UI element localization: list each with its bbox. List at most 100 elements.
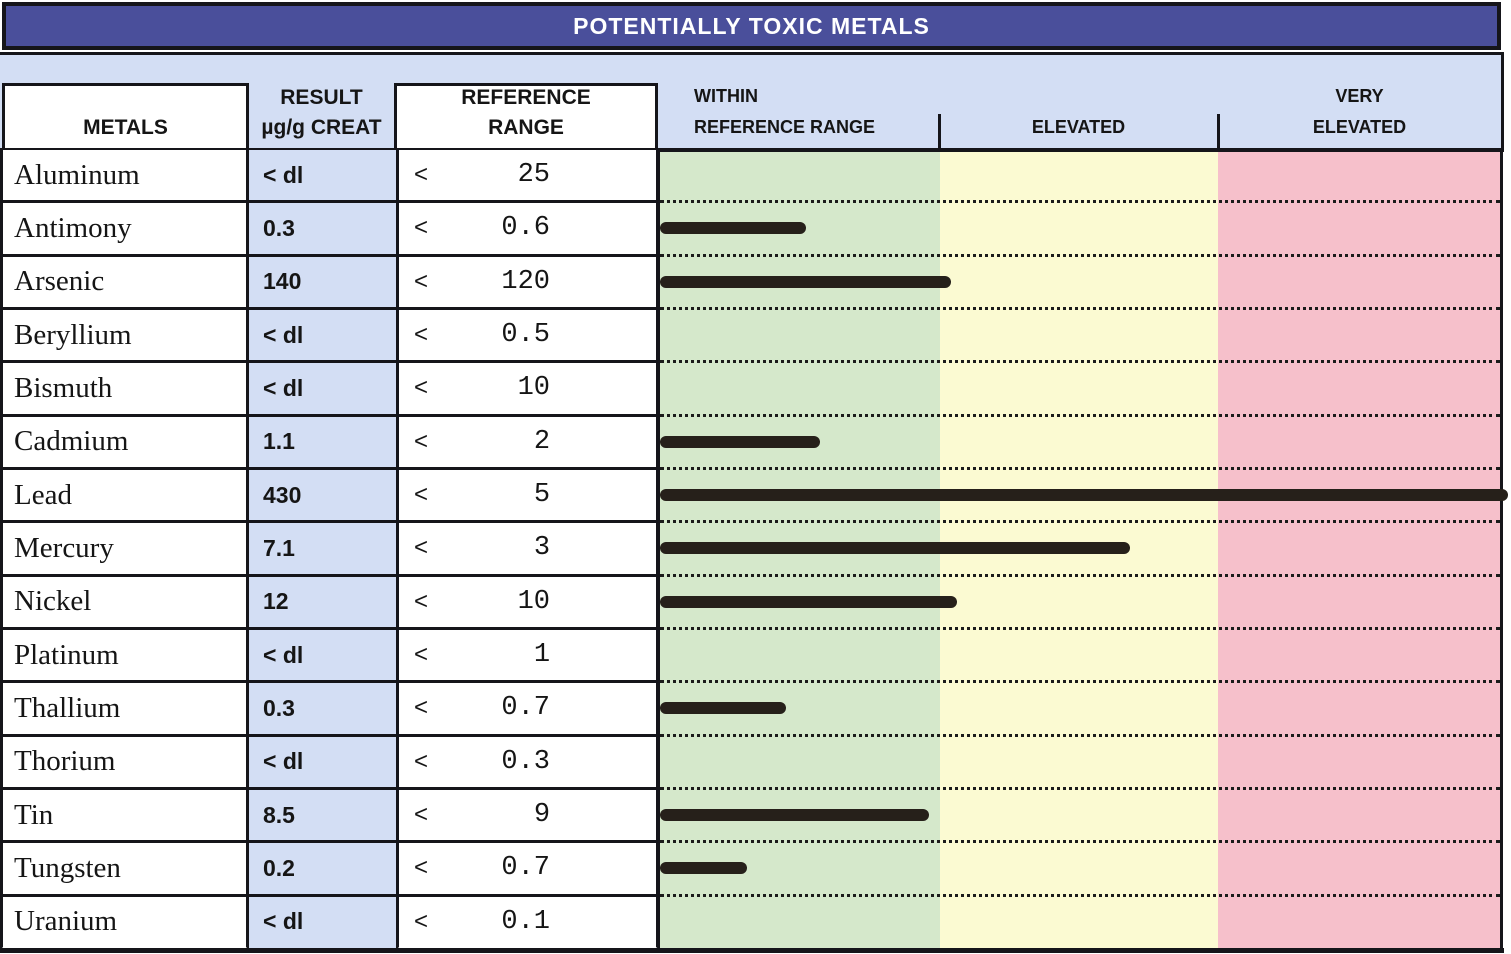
page-title: POTENTIALLY TOXIC METALS (573, 12, 930, 39)
reference-limit: 5 (533, 480, 551, 511)
result-value: < dl (249, 736, 396, 790)
table-row: Mercury 7.1 <3 (0, 523, 1511, 577)
chart-track (660, 470, 1508, 524)
result-bar (660, 489, 1508, 502)
reference-limit: 1 (533, 640, 551, 671)
reference-limit: 120 (501, 266, 551, 297)
reference-range: <2 (396, 416, 660, 470)
result-value: 8.5 (249, 789, 396, 844)
chart-track (660, 150, 1500, 204)
table-row: Antimony 0.3 <0.6 (0, 203, 1511, 257)
zone-header-elevated: ELEVATED (1031, 117, 1126, 137)
metal-name: Beryllium (0, 309, 249, 364)
table-row: Thorium < dl <0.3 (0, 736, 1511, 790)
result-value: < dl (249, 629, 396, 684)
result-value: < dl (249, 309, 396, 364)
chart-track (660, 523, 1500, 577)
less-than-sign: < (414, 907, 429, 935)
reference-range: <0.7 (396, 683, 660, 737)
chart-track (660, 310, 1500, 364)
result-value: 430 (249, 469, 396, 524)
chart-track (660, 363, 1500, 417)
result-bar (660, 275, 951, 288)
reference-range: <5 (396, 469, 660, 524)
reference-range: <0.1 (396, 896, 660, 950)
metal-name: Uranium (0, 896, 249, 950)
very-elevated-line2: ELEVATED (1312, 117, 1407, 137)
table-header: METALS RESULT µg/g CREAT REFERENCE RANGE… (0, 52, 1504, 152)
reference-limit: 0.3 (501, 746, 551, 777)
metals-column-header-box: METALS (2, 83, 249, 148)
reference-range: <10 (396, 576, 660, 630)
table-row: Aluminum < dl <25 (0, 150, 1511, 204)
result-value: < dl (249, 896, 396, 950)
reference-range: <3 (396, 523, 660, 577)
reference-header-line2: RANGE (488, 116, 564, 139)
chart-track (660, 257, 1500, 310)
less-than-sign: < (414, 801, 429, 829)
less-than-sign: < (414, 641, 429, 669)
reference-limit: 0.7 (501, 693, 551, 724)
reference-range: <0.3 (396, 736, 660, 790)
zone-header-within-reference-range: WITHIN REFERENCE RANGE (694, 81, 984, 143)
result-value: < dl (249, 150, 396, 204)
result-bar (660, 435, 820, 448)
reference-limit: 2 (533, 426, 551, 457)
result-header-line2: µg/g CREAT (261, 116, 382, 139)
chart-track (660, 683, 1500, 737)
result-value: 0.3 (249, 203, 396, 257)
table-row: Thallium 0.3 <0.7 (0, 683, 1511, 737)
chart-right-border (1500, 152, 1503, 948)
metal-name: Thorium (0, 736, 249, 790)
less-than-sign: < (414, 587, 429, 615)
within-header-line2: REFERENCE RANGE (694, 117, 876, 137)
table-row: Cadmium 1.1 <2 (0, 416, 1511, 470)
metal-name: Tin (0, 789, 249, 844)
metal-name: Platinum (0, 629, 249, 684)
metal-name: Thallium (0, 683, 249, 737)
less-than-sign: < (414, 161, 429, 189)
reference-range: <10 (396, 363, 660, 417)
result-value: 0.3 (249, 683, 396, 737)
less-than-sign: < (414, 427, 429, 455)
reference-column-header-box: REFERENCE RANGE (394, 83, 658, 148)
table-bottom-border (0, 948, 1504, 953)
reference-range: <0.5 (396, 309, 660, 364)
less-than-sign: < (414, 481, 429, 509)
report-title-bar: POTENTIALLY TOXIC METALS (2, 2, 1501, 50)
within-header-line1: WITHIN (694, 86, 758, 106)
table-row: Tungsten 0.2 <0.7 (0, 843, 1511, 897)
zone-header-very-elevated: VERY ELEVATED (1219, 81, 1500, 143)
reference-limit: 10 (517, 586, 551, 617)
table-row: Nickel 12 <10 (0, 576, 1511, 630)
reference-range: <25 (396, 150, 660, 204)
less-than-sign: < (414, 747, 429, 775)
less-than-sign: < (414, 267, 429, 295)
chart-track (660, 790, 1500, 844)
result-value: 7.1 (249, 523, 396, 577)
reference-header-line1: REFERENCE (461, 86, 591, 109)
table-row: Arsenic 140 <120 (0, 256, 1511, 310)
metal-name: Lead (0, 469, 249, 524)
reference-limit: 0.1 (501, 906, 551, 937)
table-row: Platinum < dl <1 (0, 629, 1511, 684)
chart-track (660, 577, 1500, 630)
reference-range: <0.6 (396, 203, 660, 257)
reference-range: <1 (396, 629, 660, 684)
reference-limit: 0.6 (501, 213, 551, 244)
metal-name: Mercury (0, 523, 249, 577)
result-bar (660, 595, 957, 608)
table-row: Tin 8.5 <9 (0, 789, 1511, 844)
metals-column-header: METALS (83, 116, 168, 139)
result-bar (660, 702, 786, 715)
result-bar (660, 542, 1130, 555)
reference-limit: 0.5 (501, 320, 551, 351)
reference-limit: 9 (533, 800, 551, 831)
metal-name: Aluminum (0, 150, 249, 204)
result-value: 1.1 (249, 416, 396, 470)
result-value: 12 (249, 576, 396, 630)
reference-limit: 3 (533, 533, 551, 564)
reference-limit: 25 (517, 160, 551, 191)
metal-name: Nickel (0, 576, 249, 630)
